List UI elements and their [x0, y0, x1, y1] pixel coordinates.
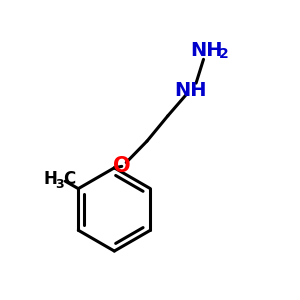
Text: O: O	[113, 156, 130, 176]
Text: 2: 2	[218, 47, 228, 61]
Text: 3: 3	[56, 178, 64, 191]
Text: NH: NH	[190, 41, 223, 60]
Text: NH: NH	[174, 81, 206, 100]
Text: H: H	[44, 170, 57, 188]
Text: C: C	[63, 170, 75, 188]
